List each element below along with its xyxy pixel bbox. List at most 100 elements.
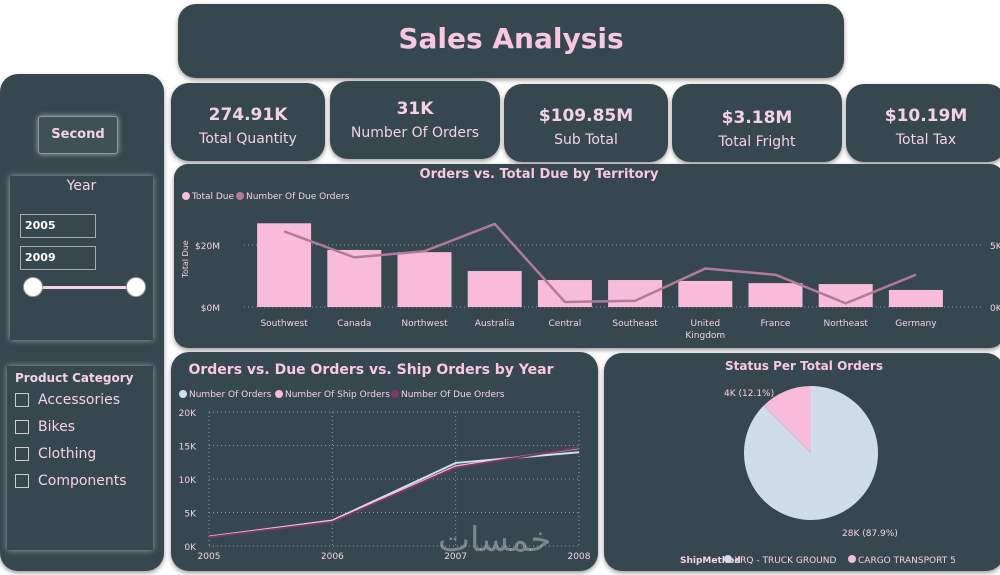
checkbox[interactable] [15, 420, 29, 434]
legend-label: XRQ - TRUCK GROUND [734, 556, 836, 566]
category-components[interactable]: Components [15, 473, 127, 489]
y2-tick: 5K [990, 242, 1000, 252]
bar [608, 280, 663, 307]
kpi-number-of-orders: 31K Number Of Orders [330, 81, 500, 159]
year-to-input[interactable]: 2009 [20, 246, 96, 270]
legend-label: Total Due [191, 192, 235, 202]
page-title: Sales Analysis [178, 4, 844, 78]
x-tick: 2005 [198, 552, 221, 562]
territory-chart: Orders vs. Total Due by Territory Total D… [181, 167, 1000, 341]
legend-label: Number Of Due Orders [246, 192, 350, 202]
legend-marker [275, 390, 283, 398]
year-slider-track[interactable] [32, 286, 136, 289]
kpi-total-fright: $3.18M Total Fright [672, 84, 842, 162]
category-clothing[interactable]: Clothing [15, 446, 96, 462]
year-chart: Orders vs. Due Orders vs. Ship Orders by… [179, 362, 591, 562]
kpi-label: Total Fright [718, 134, 796, 150]
year-chart-card: Orders vs. Due Orders vs. Ship Orders by… [171, 352, 598, 571]
y-tick: $0M [201, 304, 220, 314]
checkbox[interactable] [15, 393, 29, 407]
kpi-value: $3.18M [721, 108, 793, 128]
x-tick: Australia [475, 319, 515, 329]
kpi-label: Total Tax [895, 132, 957, 148]
legend-label: CARGO TRANSPORT 5 [858, 556, 956, 566]
second-button[interactable]: Second [38, 116, 118, 154]
legend-title: ShipMethod [680, 556, 741, 566]
bar [327, 249, 382, 307]
kpi-total-tax: $10.19M Total Tax [846, 84, 1000, 162]
data-label: 4K (12.1%) [724, 389, 774, 399]
kpi-label: Number Of Orders [350, 125, 480, 141]
y2-axis-label: Number Of Due Orders [998, 228, 1000, 320]
x-tick: Southeast [612, 319, 658, 329]
status-chart: Status Per Total Orders 28K (87.9%) 4K (12… [680, 359, 956, 566]
category-label: Accessories [38, 392, 121, 408]
x-tick: Southwest [260, 319, 308, 329]
x-tick: Germany [895, 319, 937, 329]
y-tick: 10K [179, 476, 197, 486]
year-from-input[interactable]: 2005 [20, 214, 96, 238]
legend-marker [182, 192, 190, 200]
legend-marker [236, 192, 244, 200]
x-tick: 2007 [444, 552, 467, 562]
year-title: Year [66, 178, 97, 194]
x-tick: Kingdom [685, 331, 725, 341]
kpi-label: Sub Total [554, 132, 618, 148]
x-tick: 2006 [321, 552, 344, 562]
product-category-slicer: Product Category Accessories Bikes Cloth… [7, 366, 153, 550]
y-tick: 5K [184, 510, 197, 520]
checkbox[interactable] [15, 447, 29, 461]
legend-marker [724, 555, 732, 563]
chart-title: Status Per Total Orders [725, 359, 883, 373]
category-title: Product Category [15, 371, 134, 385]
data-label: 28K (87.9%) [842, 529, 898, 539]
category-bikes[interactable]: Bikes [15, 419, 75, 435]
bar [888, 289, 943, 307]
kpi-value: 31K [396, 99, 434, 119]
year-slider-end-handle[interactable] [126, 277, 146, 297]
year-slicer: Year 2005 2009 [10, 176, 153, 340]
kpi-value: 274.91K [208, 105, 288, 125]
legend-label: Number Of Orders [189, 390, 272, 400]
x-tick: United [691, 319, 721, 329]
kpi-label: Total Quantity [199, 131, 297, 147]
pie-slice [763, 386, 811, 453]
y2-tick: 0K [990, 304, 1000, 314]
y-axis-label: Total Due [181, 240, 190, 278]
y-tick: 0K [184, 543, 197, 553]
category-label: Components [38, 473, 127, 489]
bar [397, 252, 452, 307]
kpi-sub-total: $109.85M Sub Total [504, 84, 668, 162]
bar [257, 223, 312, 307]
x-tick: Northwest [401, 319, 448, 329]
y-tick: 20K [179, 409, 197, 419]
legend-label: Number Of Ship Orders [285, 390, 390, 400]
legend-marker [391, 390, 399, 398]
series-line [208, 446, 580, 539]
category-label: Bikes [38, 419, 76, 435]
bar [678, 280, 733, 307]
territory-chart-card: Orders vs. Total Due by Territory Total D… [174, 164, 1000, 348]
chart-title: Orders vs. Total Due by Territory [420, 167, 659, 182]
bar [748, 283, 803, 307]
bar [467, 271, 522, 307]
x-tick: France [761, 319, 791, 329]
watermark: خمسات [438, 520, 552, 560]
category-accessories[interactable]: Accessories [15, 392, 120, 408]
x-tick: Central [549, 319, 582, 329]
x-tick: 2008 [568, 552, 591, 562]
line-number-of-due-orders [283, 222, 917, 305]
chart-title: Orders vs. Due Orders vs. Ship Orders by… [188, 362, 553, 378]
kpi-total-quantity: 274.91K Total Quantity [171, 83, 325, 161]
category-label: Clothing [38, 446, 97, 462]
checkbox[interactable] [15, 474, 29, 488]
legend-marker [848, 555, 856, 563]
kpi-value: $10.19M [884, 106, 968, 126]
x-tick: Northeast [823, 319, 868, 329]
year-slider-start-handle[interactable] [23, 277, 43, 297]
x-tick: Canada [337, 319, 371, 329]
status-chart-card: Status Per Total Orders 28K (87.9%) 4K (12… [604, 353, 1000, 571]
bar [818, 284, 873, 307]
legend-marker [179, 390, 187, 398]
y-tick: 15K [179, 443, 197, 453]
